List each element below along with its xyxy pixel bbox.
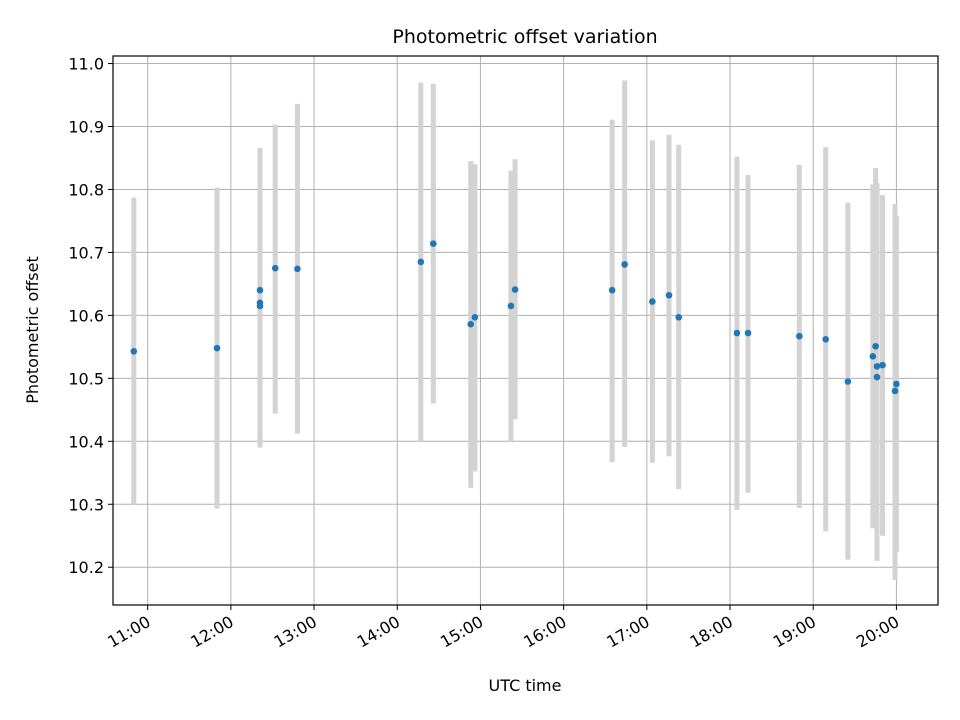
data-point bbox=[891, 387, 899, 395]
data-point bbox=[256, 302, 264, 310]
data-point bbox=[130, 347, 138, 355]
data-point bbox=[467, 320, 475, 328]
data-point bbox=[869, 353, 877, 360]
y-axis-label: Photometric offset bbox=[23, 256, 42, 404]
data-point bbox=[733, 329, 741, 337]
data-point bbox=[507, 302, 515, 310]
y-tick-label: 10.7 bbox=[68, 243, 104, 262]
data-point bbox=[675, 313, 683, 321]
data-point bbox=[796, 332, 803, 340]
data-point bbox=[417, 258, 425, 266]
y-tick-label: 10.6 bbox=[68, 306, 104, 325]
data-point bbox=[271, 264, 279, 272]
data-point bbox=[213, 344, 221, 352]
y-tick-label: 10.2 bbox=[68, 558, 104, 577]
data-points bbox=[130, 240, 900, 395]
y-tick-label: 10.3 bbox=[68, 495, 104, 514]
data-point bbox=[294, 265, 301, 273]
data-point bbox=[471, 313, 479, 321]
data-point bbox=[511, 286, 519, 293]
y-tick-label: 10.4 bbox=[68, 432, 104, 451]
data-point bbox=[844, 378, 852, 385]
data-point bbox=[744, 329, 752, 337]
y-tick-label: 10.9 bbox=[68, 118, 104, 137]
data-point bbox=[822, 336, 829, 343]
data-point bbox=[872, 342, 879, 350]
data-point bbox=[256, 286, 264, 294]
x-axis-label: UTC time bbox=[489, 676, 562, 695]
y-axis: 10.2 10.3 10.4 10.5 10.6 10.7 10.8 10.9 11.0 bbox=[68, 55, 113, 577]
y-tick-label: 10.5 bbox=[68, 369, 104, 388]
data-point bbox=[873, 373, 881, 381]
plot-frame bbox=[112, 55, 939, 606]
data-point bbox=[608, 286, 616, 294]
data-point bbox=[621, 261, 628, 268]
y-tick-label: 11.0 bbox=[68, 55, 104, 74]
y-tick-label: 10.8 bbox=[68, 180, 104, 199]
data-point bbox=[879, 361, 886, 369]
data-point bbox=[429, 240, 437, 247]
data-point bbox=[873, 363, 881, 370]
chart-title: Photometric offset variation bbox=[392, 26, 657, 48]
data-point bbox=[893, 380, 900, 388]
data-point bbox=[665, 291, 673, 299]
data-point bbox=[649, 298, 656, 305]
